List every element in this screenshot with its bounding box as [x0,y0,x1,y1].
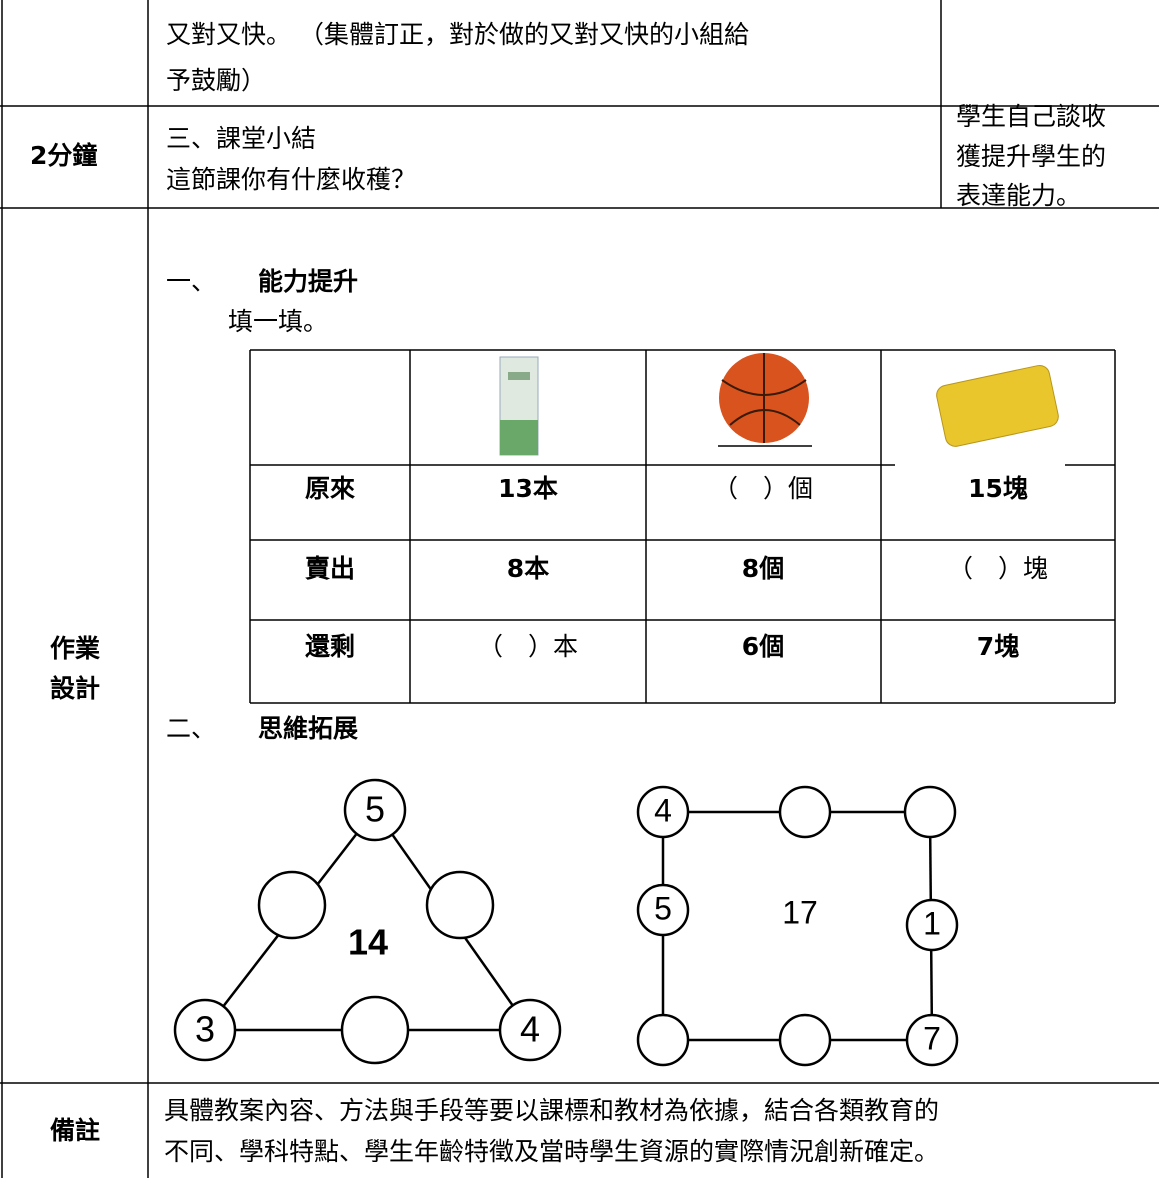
circle-number: 5 [654,890,672,926]
triangle-diagram [173,778,562,1065]
square-sum: 17 [782,894,818,930]
table-cell: 還剩 [305,632,355,661]
table-cell: （ ）塊 [948,554,1048,583]
note-line: 獲提升學生的 [956,142,1106,171]
circle-number: 5 [365,789,385,830]
table-cell: 15塊 [968,474,1028,503]
square-diagram [636,785,959,1067]
content-line: 又對又快。 （集體訂正，對於做的又對又快的小組給 [166,20,749,49]
time-label: 設計 [50,674,100,703]
circle-number: 3 [195,1009,215,1050]
triangle-sum: 14 [348,922,388,963]
content-line: 不同、學科特點、學生年齡特徵及當時學生資源的實際情況創新確定。 [164,1137,939,1166]
heading: 思維拓展 [258,714,358,743]
heading-number: 二、 [166,714,216,743]
table-cell: （ ）本 [478,632,578,661]
circle-number: 7 [923,1020,941,1056]
table-cell: 8本 [507,554,549,583]
circle-number: 4 [654,792,672,828]
heading: 能力提升 [258,267,358,296]
content-line: 予鼓勵） [166,66,266,95]
circle-number: 4 [520,1009,540,1050]
content-line: 具體教案內容、方法與手段等要以課標和教材為依據，結合各類教育的 [164,1096,939,1125]
eraser-image [895,364,1065,470]
fill-table [249,349,1116,704]
table-cell: （ ）個 [713,474,813,503]
book-image [499,356,539,456]
table-cell: 原來 [305,474,355,503]
instruction: 填一填。 [228,307,328,336]
note-label: 備註 [50,1116,100,1145]
basketball-image [712,352,816,448]
heading-number: 一、 [166,267,216,296]
content-line: 這節課你有什麼收穫？ [166,165,416,194]
table-cell: 賣出 [305,554,355,583]
table-cell: 8個 [742,554,784,583]
note-line: 表達能力。 [956,181,1081,210]
table-cell: 13本 [498,474,558,503]
content-line: 三、課堂小結 [166,124,316,153]
table-cell: 7塊 [977,632,1019,661]
time-label: 作業 [50,634,100,663]
time-label: 2分鐘 [30,141,97,170]
note-line: 學生自己談收 [956,102,1106,131]
table-cell: 6個 [742,632,784,661]
circle-number: 1 [923,905,941,941]
